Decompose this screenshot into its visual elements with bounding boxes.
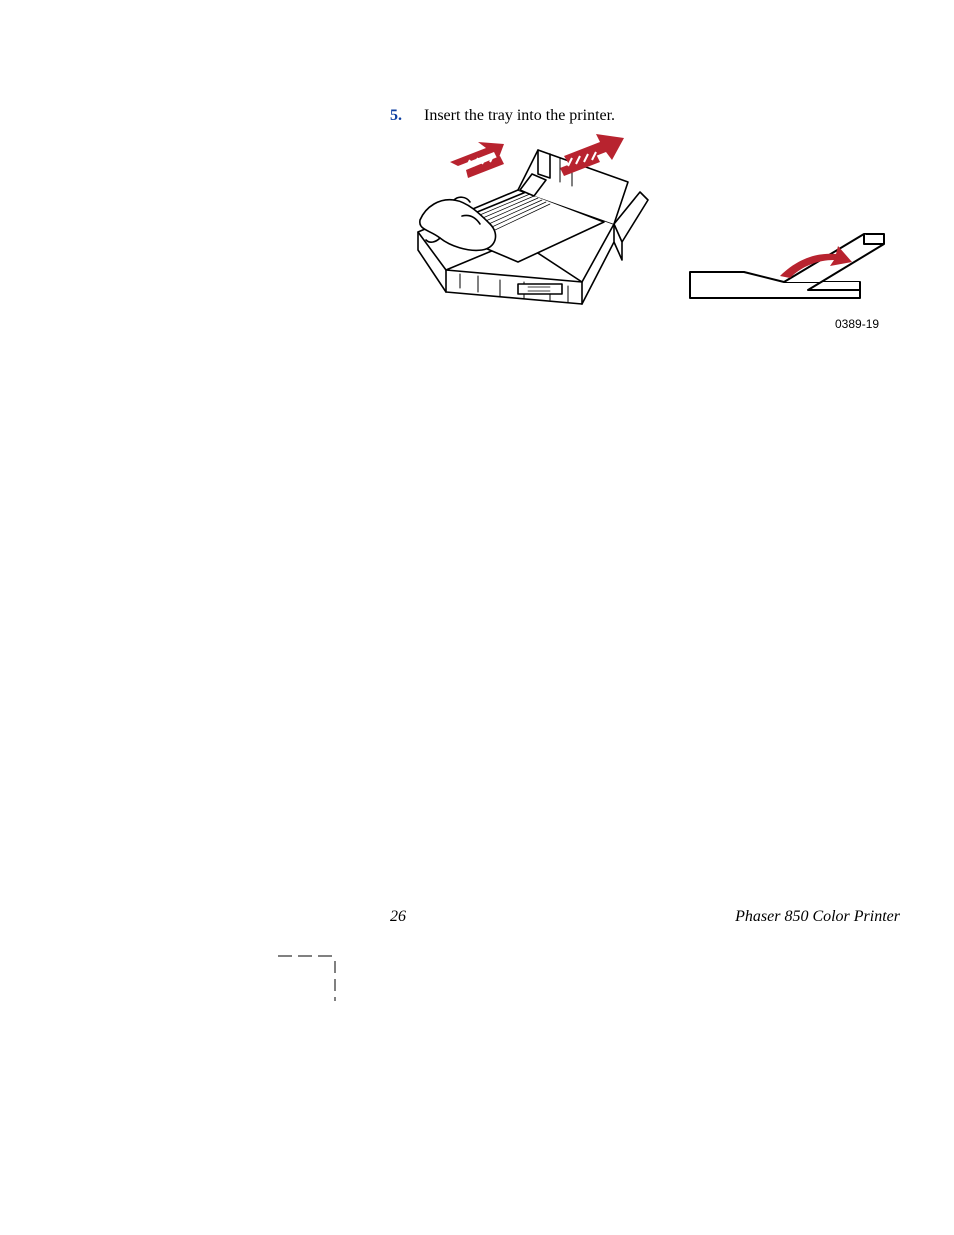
footer-title: Phaser 850 Color Printer (735, 908, 900, 926)
tray-illustration (400, 132, 650, 312)
tray-lever-illustration (688, 230, 886, 302)
crop-marks (278, 953, 340, 1001)
step-text: Insert the tray into the printer. (424, 107, 615, 125)
page-number: 26 (390, 908, 406, 926)
step-5: 5. Insert the tray into the printer. (390, 107, 615, 125)
page: 5. Insert the tray into the printer. (0, 0, 954, 1235)
figure-id: 0389-19 (835, 317, 879, 331)
step-number: 5. (390, 107, 402, 125)
figure-area (400, 132, 900, 332)
